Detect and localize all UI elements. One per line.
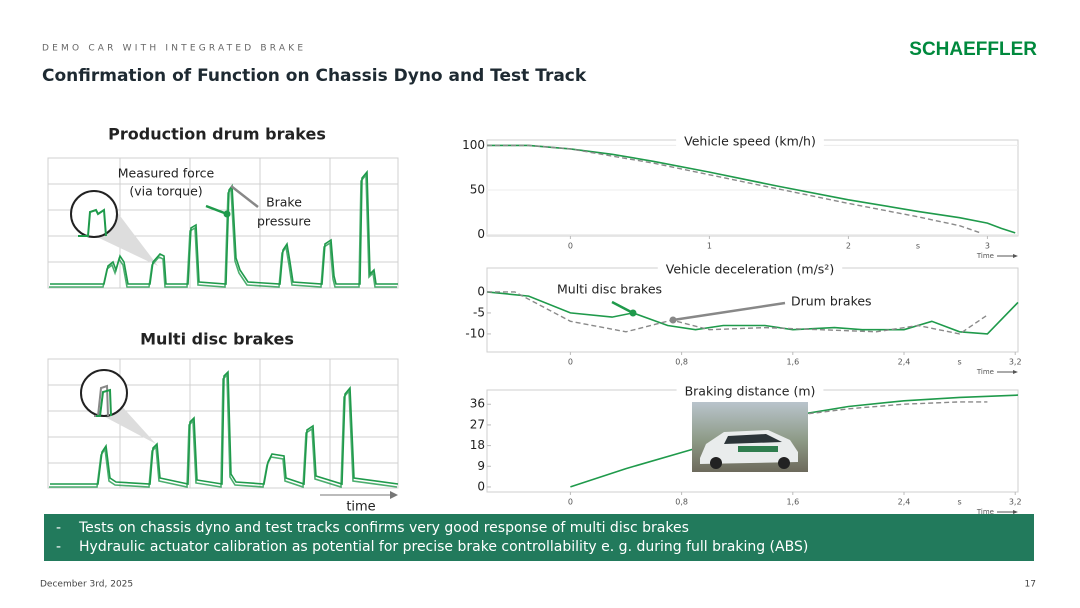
- x-tick-label: 0,8: [675, 498, 688, 507]
- series-label: Multi disc brakes: [557, 282, 662, 297]
- x-unit: s: [958, 358, 962, 367]
- car-photo: [692, 402, 808, 472]
- leader-dot: [669, 316, 677, 324]
- x-tick-label: 0: [568, 358, 573, 367]
- series-line: [486, 291, 1019, 335]
- chart-title-bg: [676, 383, 824, 399]
- x-tick-label: 0: [568, 242, 573, 251]
- x-unit: s: [916, 242, 920, 251]
- time-arrow-head: [390, 491, 398, 499]
- x-axis-label: Time: [976, 508, 994, 516]
- leader-dot: [629, 309, 637, 317]
- y-tick-label: 18: [470, 438, 485, 452]
- series-line: [792, 401, 988, 417]
- leader: [230, 185, 259, 208]
- bullet-dash: -: [56, 520, 61, 536]
- y-tick-label: 0: [477, 284, 485, 298]
- leader: [611, 300, 634, 315]
- leader: [672, 301, 786, 322]
- y-tick-label: 9: [477, 459, 485, 473]
- panel-title: Production drum brakes: [108, 125, 326, 144]
- annotation: Measured force: [118, 166, 215, 181]
- zoom-curve: [78, 208, 107, 237]
- bullet: Hydraulic actuator calibration as potent…: [79, 539, 808, 555]
- panel-title: Multi disc brakes: [140, 330, 294, 349]
- x-axis-arrow-head: [1013, 510, 1018, 514]
- series-line: [487, 144, 1016, 234]
- force-curve: [50, 169, 398, 285]
- x-tick-label: 3,2: [1009, 358, 1022, 367]
- annotation: (via torque): [129, 184, 202, 199]
- x-tick-label: 1,6: [786, 358, 799, 367]
- y-tick-label: 0: [477, 479, 485, 493]
- zoom-circle: [70, 190, 118, 238]
- x-axis-arrow-head: [1013, 254, 1018, 258]
- zoom-circle: [80, 369, 128, 417]
- x-axis-label: Time: [976, 368, 994, 376]
- bullet: Tests on chassis dyno and test tracks co…: [78, 520, 689, 536]
- chart-title: Vehicle speed (km/h): [684, 134, 816, 149]
- y-tick-label: 27: [470, 417, 485, 431]
- x-tick-label: 2,4: [898, 498, 911, 507]
- x-tick-label: 3,2: [1009, 498, 1022, 507]
- kicker: DEMO CAR WITH INTEGRATED BRAKE: [42, 44, 306, 54]
- annotation: time: [346, 500, 375, 515]
- zoom-curve: [96, 388, 112, 417]
- x-unit: s: [958, 498, 962, 507]
- date: December 3rd, 2025: [40, 580, 133, 590]
- series-label: Drum brakes: [791, 294, 872, 309]
- chart-title-bg: [657, 261, 843, 277]
- series-line: [487, 291, 988, 335]
- x-tick-label: 3: [985, 242, 990, 251]
- x-tick-label: 2: [846, 242, 851, 251]
- y-tick-label: 50: [470, 183, 485, 197]
- x-tick-label: 2,4: [898, 358, 911, 367]
- leader-dot: [223, 210, 231, 218]
- x-tick-label: 1: [707, 242, 712, 251]
- leader: [205, 204, 228, 216]
- logo: SCHAEFFLER: [909, 39, 1037, 60]
- force-curve: [50, 370, 399, 486]
- x-tick-label: 1,6: [786, 498, 799, 507]
- slide-title: Confirmation of Function on Chassis Dyno…: [42, 66, 587, 86]
- y-tick-label: 100: [462, 138, 485, 152]
- bullet-dash: -: [56, 539, 61, 555]
- charts: 0 50 100 0 1 2 3 s Time Vehicle speed (km/h) 0 -5 -1…: [462, 133, 1022, 516]
- page-number: 17: [1025, 580, 1036, 590]
- chart-title-bg: [676, 133, 824, 149]
- y-tick-label: -5: [473, 305, 485, 319]
- y-tick-label: 0: [477, 227, 485, 241]
- x-axis-arrow-head: [1013, 370, 1018, 374]
- chart-title: Vehicle deceleration (m/s²): [666, 262, 834, 277]
- x-tick-label: 0,8: [675, 358, 688, 367]
- x-axis-label: Time: [976, 252, 994, 260]
- y-tick-label: -10: [465, 326, 485, 340]
- chart-title: Braking distance (m): [685, 384, 816, 399]
- y-tick-label: 36: [470, 397, 485, 411]
- annotation: pressure: [257, 214, 311, 229]
- x-tick-label: 0: [568, 498, 573, 507]
- series-line: [487, 144, 981, 234]
- banner: [44, 514, 1034, 561]
- annotation: Brake: [266, 195, 302, 210]
